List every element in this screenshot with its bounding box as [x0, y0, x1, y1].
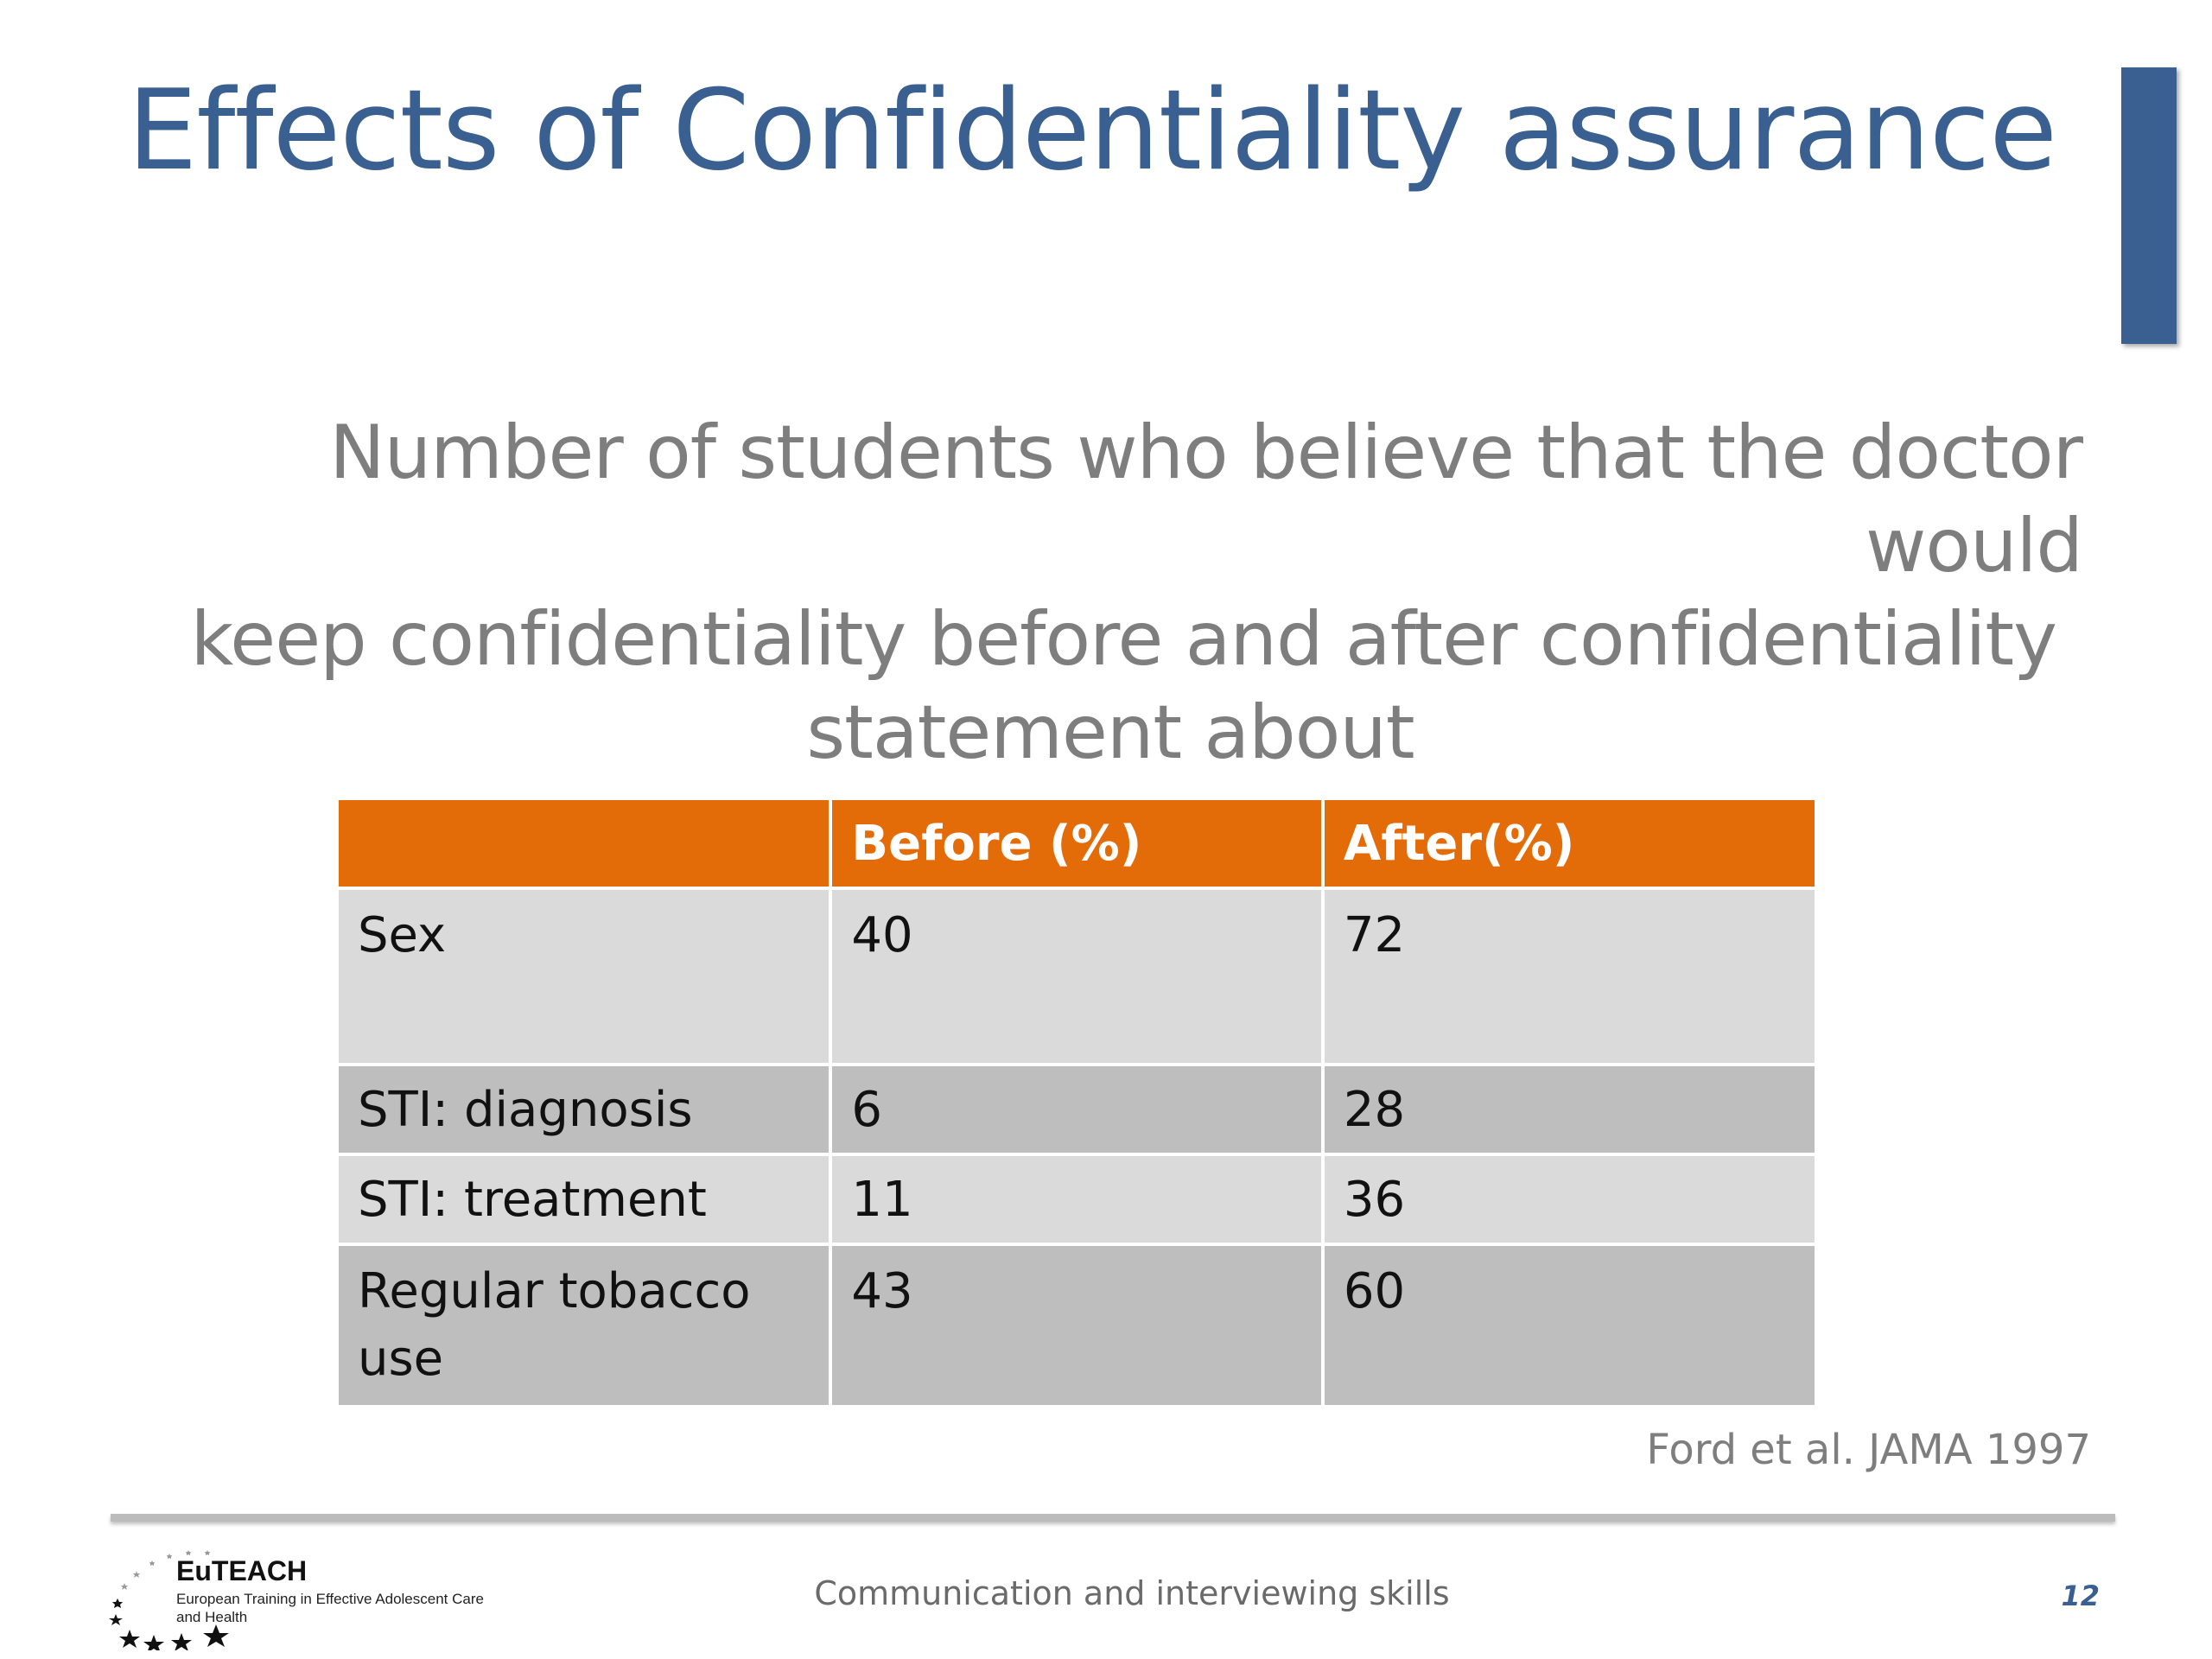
header-cell-empty [334, 797, 833, 890]
subtitle-line-1: Number of students who believe that the … [329, 410, 2083, 589]
title-accent-bar [2121, 67, 2177, 344]
logo-tagline: European Training in Effective Adolescen… [176, 1591, 484, 1625]
row-after-value: 72 [1320, 887, 1819, 1066]
citation: Ford et al. JAMA 1997 [1646, 1426, 2091, 1474]
euteach-logo: EuTEACH European Training in Effective A… [104, 1538, 501, 1650]
page-number: 12 [2061, 1580, 2100, 1612]
row-label: Sex [334, 887, 833, 1066]
slide-title: Effects of Confidentiality assurance [127, 67, 2058, 195]
row-label: STI: diagnosis [334, 1063, 833, 1156]
slide-subtitle: Number of students who believe that the … [104, 406, 2117, 779]
subtitle-line-2: keep confidentiality before and after co… [190, 596, 2057, 683]
results-table: Before (%) After(%) Sex 40 72 STI: diagn… [334, 797, 1819, 1408]
row-after-value: 36 [1320, 1153, 1819, 1246]
table-row: Regular tobacco use 43 60 [334, 1243, 1819, 1408]
row-after-value: 28 [1320, 1063, 1819, 1156]
table-row: Sex 40 72 [334, 887, 1819, 1066]
footer-course-title: Communication and interviewing skills [814, 1574, 1450, 1612]
table-header-row: Before (%) After(%) [334, 797, 1819, 890]
row-before-value: 40 [829, 887, 1325, 1066]
header-cell-before: Before (%) [829, 797, 1325, 890]
row-before-value: 6 [829, 1063, 1325, 1156]
table-row: STI: diagnosis 6 28 [334, 1063, 1819, 1156]
row-before-value: 43 [829, 1243, 1325, 1408]
footer-divider [111, 1514, 2115, 1522]
subtitle-line-3: statement about [806, 690, 1414, 776]
row-label: Regular tobacco use [334, 1243, 833, 1408]
table-row: STI: treatment 11 36 [334, 1153, 1819, 1246]
logo-name: EuTEACH [176, 1555, 308, 1586]
row-label: STI: treatment [334, 1153, 833, 1246]
row-after-value: 60 [1320, 1243, 1819, 1408]
row-before-value: 11 [829, 1153, 1325, 1246]
star-arc-icon [109, 1550, 229, 1650]
header-cell-after: After(%) [1320, 797, 1819, 890]
